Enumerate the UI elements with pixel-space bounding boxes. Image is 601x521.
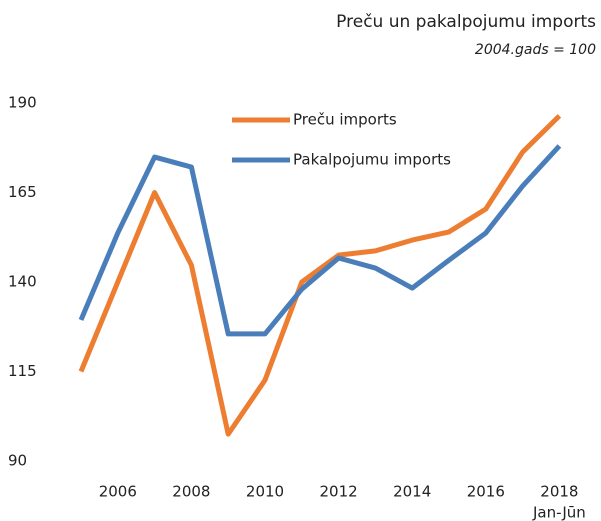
x-tick-label: 2018 [540, 483, 578, 501]
x-tick-label: 2008 [172, 483, 210, 501]
y-tick-label: 140 [8, 273, 37, 291]
legend-label: Preču imports [293, 111, 397, 129]
x-tick-label: 2014 [393, 483, 431, 501]
chart-subtitle: 2004.gads = 100 [475, 42, 596, 58]
series-line [78, 144, 562, 337]
y-tick-label: 90 [8, 452, 27, 470]
series-line [78, 114, 562, 437]
y-tick-label: 190 [8, 94, 37, 112]
y-tick-label: 165 [8, 183, 37, 201]
x-tick-label: 2012 [320, 483, 358, 501]
y-tick-label: 115 [8, 362, 37, 380]
x-annotation: Jan-Jūn [532, 504, 586, 521]
x-tick-label: 2016 [467, 483, 505, 501]
x-tick-label: 2010 [246, 483, 284, 501]
x-tick-label: 2006 [99, 483, 137, 501]
legend-label: Pakalpojumu imports [293, 151, 451, 169]
chart-title: Preču un pakalpojumu imports [336, 12, 596, 32]
